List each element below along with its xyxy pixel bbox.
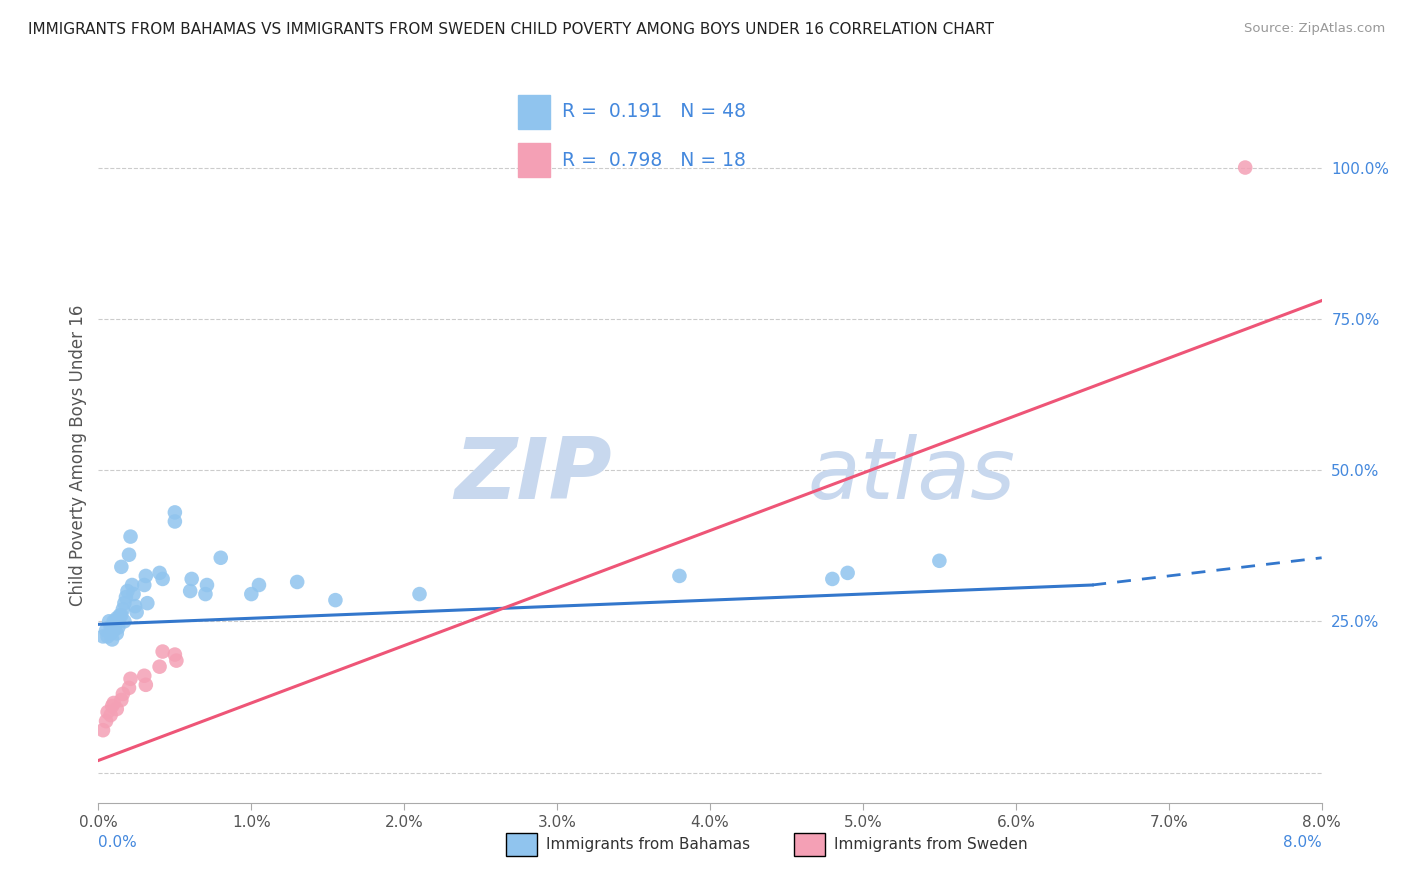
Point bbox=[115, 590, 138, 604]
Point bbox=[118, 548, 141, 562]
Point bbox=[179, 584, 201, 599]
Point bbox=[163, 515, 186, 529]
Point bbox=[195, 578, 218, 592]
Point bbox=[149, 659, 172, 673]
Point bbox=[107, 620, 129, 634]
Point bbox=[152, 572, 174, 586]
Point bbox=[97, 705, 120, 719]
Text: ZIP: ZIP bbox=[454, 434, 612, 517]
Point bbox=[111, 687, 134, 701]
Point bbox=[112, 596, 135, 610]
Point bbox=[98, 615, 121, 629]
Point bbox=[247, 578, 270, 592]
Text: atlas: atlas bbox=[808, 434, 1017, 517]
Point bbox=[325, 593, 347, 607]
Point bbox=[105, 626, 128, 640]
Point bbox=[125, 605, 148, 619]
Point bbox=[1234, 161, 1257, 175]
Point bbox=[149, 566, 172, 580]
Text: IMMIGRANTS FROM BAHAMAS VS IMMIGRANTS FROM SWEDEN CHILD POVERTY AMONG BOYS UNDER: IMMIGRANTS FROM BAHAMAS VS IMMIGRANTS FR… bbox=[28, 22, 994, 37]
Text: R =  0.191   N = 48: R = 0.191 N = 48 bbox=[562, 103, 747, 121]
Point bbox=[97, 629, 120, 643]
Text: 0.0%: 0.0% bbox=[98, 836, 138, 850]
Point bbox=[209, 550, 232, 565]
Point bbox=[105, 611, 128, 625]
Point bbox=[135, 569, 157, 583]
Point bbox=[110, 559, 132, 574]
Point bbox=[928, 554, 950, 568]
Point bbox=[101, 698, 124, 713]
Point bbox=[285, 574, 308, 589]
Point bbox=[120, 672, 142, 686]
Point bbox=[103, 696, 125, 710]
Text: 8.0%: 8.0% bbox=[1282, 836, 1322, 850]
Point bbox=[101, 632, 124, 647]
Point bbox=[163, 648, 186, 662]
Bar bbox=[517, 144, 550, 177]
Point bbox=[180, 572, 202, 586]
Point bbox=[136, 596, 159, 610]
Point bbox=[668, 569, 690, 583]
Point bbox=[163, 505, 186, 519]
Point bbox=[121, 578, 143, 592]
Point bbox=[194, 587, 217, 601]
Point bbox=[105, 702, 128, 716]
Point bbox=[108, 608, 131, 623]
Point bbox=[100, 708, 122, 723]
Point bbox=[112, 615, 135, 629]
Text: Source: ZipAtlas.com: Source: ZipAtlas.com bbox=[1244, 22, 1385, 36]
Point bbox=[94, 714, 117, 728]
Text: Immigrants from Bahamas: Immigrants from Bahamas bbox=[546, 838, 749, 852]
Point bbox=[124, 599, 146, 614]
Point bbox=[100, 626, 122, 640]
Text: R =  0.798   N = 18: R = 0.798 N = 18 bbox=[562, 151, 747, 169]
Point bbox=[111, 602, 134, 616]
Point bbox=[103, 615, 125, 629]
Point bbox=[103, 624, 125, 638]
Point bbox=[120, 530, 142, 544]
Point bbox=[91, 723, 114, 738]
Y-axis label: Child Poverty Among Boys Under 16: Child Poverty Among Boys Under 16 bbox=[69, 304, 87, 606]
Point bbox=[152, 644, 174, 658]
Point bbox=[94, 624, 117, 638]
Point bbox=[134, 669, 156, 683]
Point bbox=[100, 620, 122, 634]
Point bbox=[118, 681, 141, 695]
Point bbox=[135, 678, 157, 692]
Point bbox=[837, 566, 859, 580]
Point bbox=[110, 693, 132, 707]
Point bbox=[165, 654, 187, 668]
Point bbox=[91, 629, 114, 643]
Point bbox=[110, 608, 132, 623]
Point bbox=[134, 578, 156, 592]
Point bbox=[122, 587, 145, 601]
Point bbox=[408, 587, 430, 601]
Point bbox=[104, 617, 127, 632]
Bar bbox=[517, 95, 550, 128]
Point bbox=[117, 584, 139, 599]
Point bbox=[240, 587, 263, 601]
Point bbox=[821, 572, 844, 586]
Text: Immigrants from Sweden: Immigrants from Sweden bbox=[834, 838, 1028, 852]
